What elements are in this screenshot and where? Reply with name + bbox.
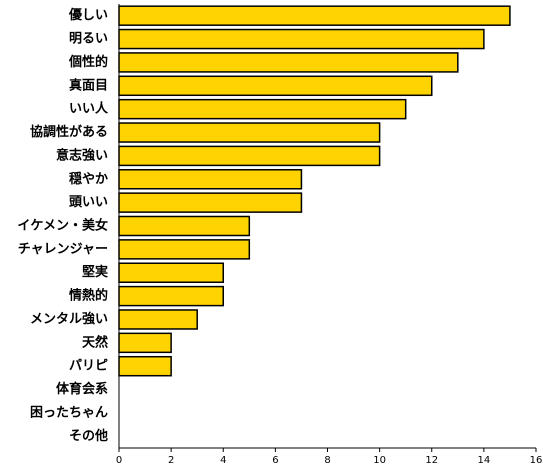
bar [118, 145, 381, 167]
bar [118, 75, 433, 97]
bar [118, 122, 381, 143]
y-tick-label: パリピ [69, 359, 108, 374]
bar [118, 262, 224, 283]
y-tick-label: 頭いい [69, 195, 108, 210]
y-tick-label: イケメン・美女 [17, 218, 108, 234]
bar [118, 309, 198, 330]
bar [118, 169, 303, 190]
x-tick-label: 4 [220, 455, 226, 466]
y-tick-label: 真面目 [69, 77, 108, 93]
y-tick-label: 困ったちゃん [30, 405, 108, 420]
bar [118, 239, 251, 260]
y-tick-label: 情熱的 [69, 288, 108, 304]
y-tick-label: 意志強い [56, 147, 108, 163]
y-tick-label: 穏やか [69, 171, 108, 187]
bar [118, 28, 485, 50]
x-tick-label: 16 [530, 455, 543, 466]
bar [118, 215, 251, 237]
bar [118, 98, 407, 120]
x-tick-label: 10 [373, 455, 386, 466]
x-tick-label: 2 [168, 455, 174, 466]
bar [118, 5, 511, 26]
y-tick-label: 天然 [82, 334, 108, 350]
bar [118, 332, 172, 354]
y-tick-label: 堅実 [82, 264, 108, 280]
y-tick-label: いい人 [69, 101, 109, 117]
x-tick-label: 6 [272, 455, 278, 466]
y-tick-label: チャレンジャー [18, 242, 108, 257]
y-tick-label: メンタル強い [30, 311, 108, 327]
y-tick-label: 体育会系 [56, 381, 108, 397]
bar [118, 355, 172, 377]
bar [118, 285, 224, 307]
x-tick-label: 0 [116, 455, 122, 466]
bar [118, 52, 459, 73]
y-tick-label: 個性的 [68, 54, 108, 70]
y-tick-label: 協調性がある [30, 124, 108, 140]
y-tick-label: その他 [69, 428, 108, 444]
y-tick-label: 明るい [69, 32, 108, 47]
x-tick-label: 8 [324, 455, 330, 466]
bar [118, 192, 303, 213]
y-tick-label: 優しい [68, 7, 108, 23]
x-tick-label: 12 [425, 455, 438, 466]
x-tick-label: 14 [478, 455, 491, 466]
